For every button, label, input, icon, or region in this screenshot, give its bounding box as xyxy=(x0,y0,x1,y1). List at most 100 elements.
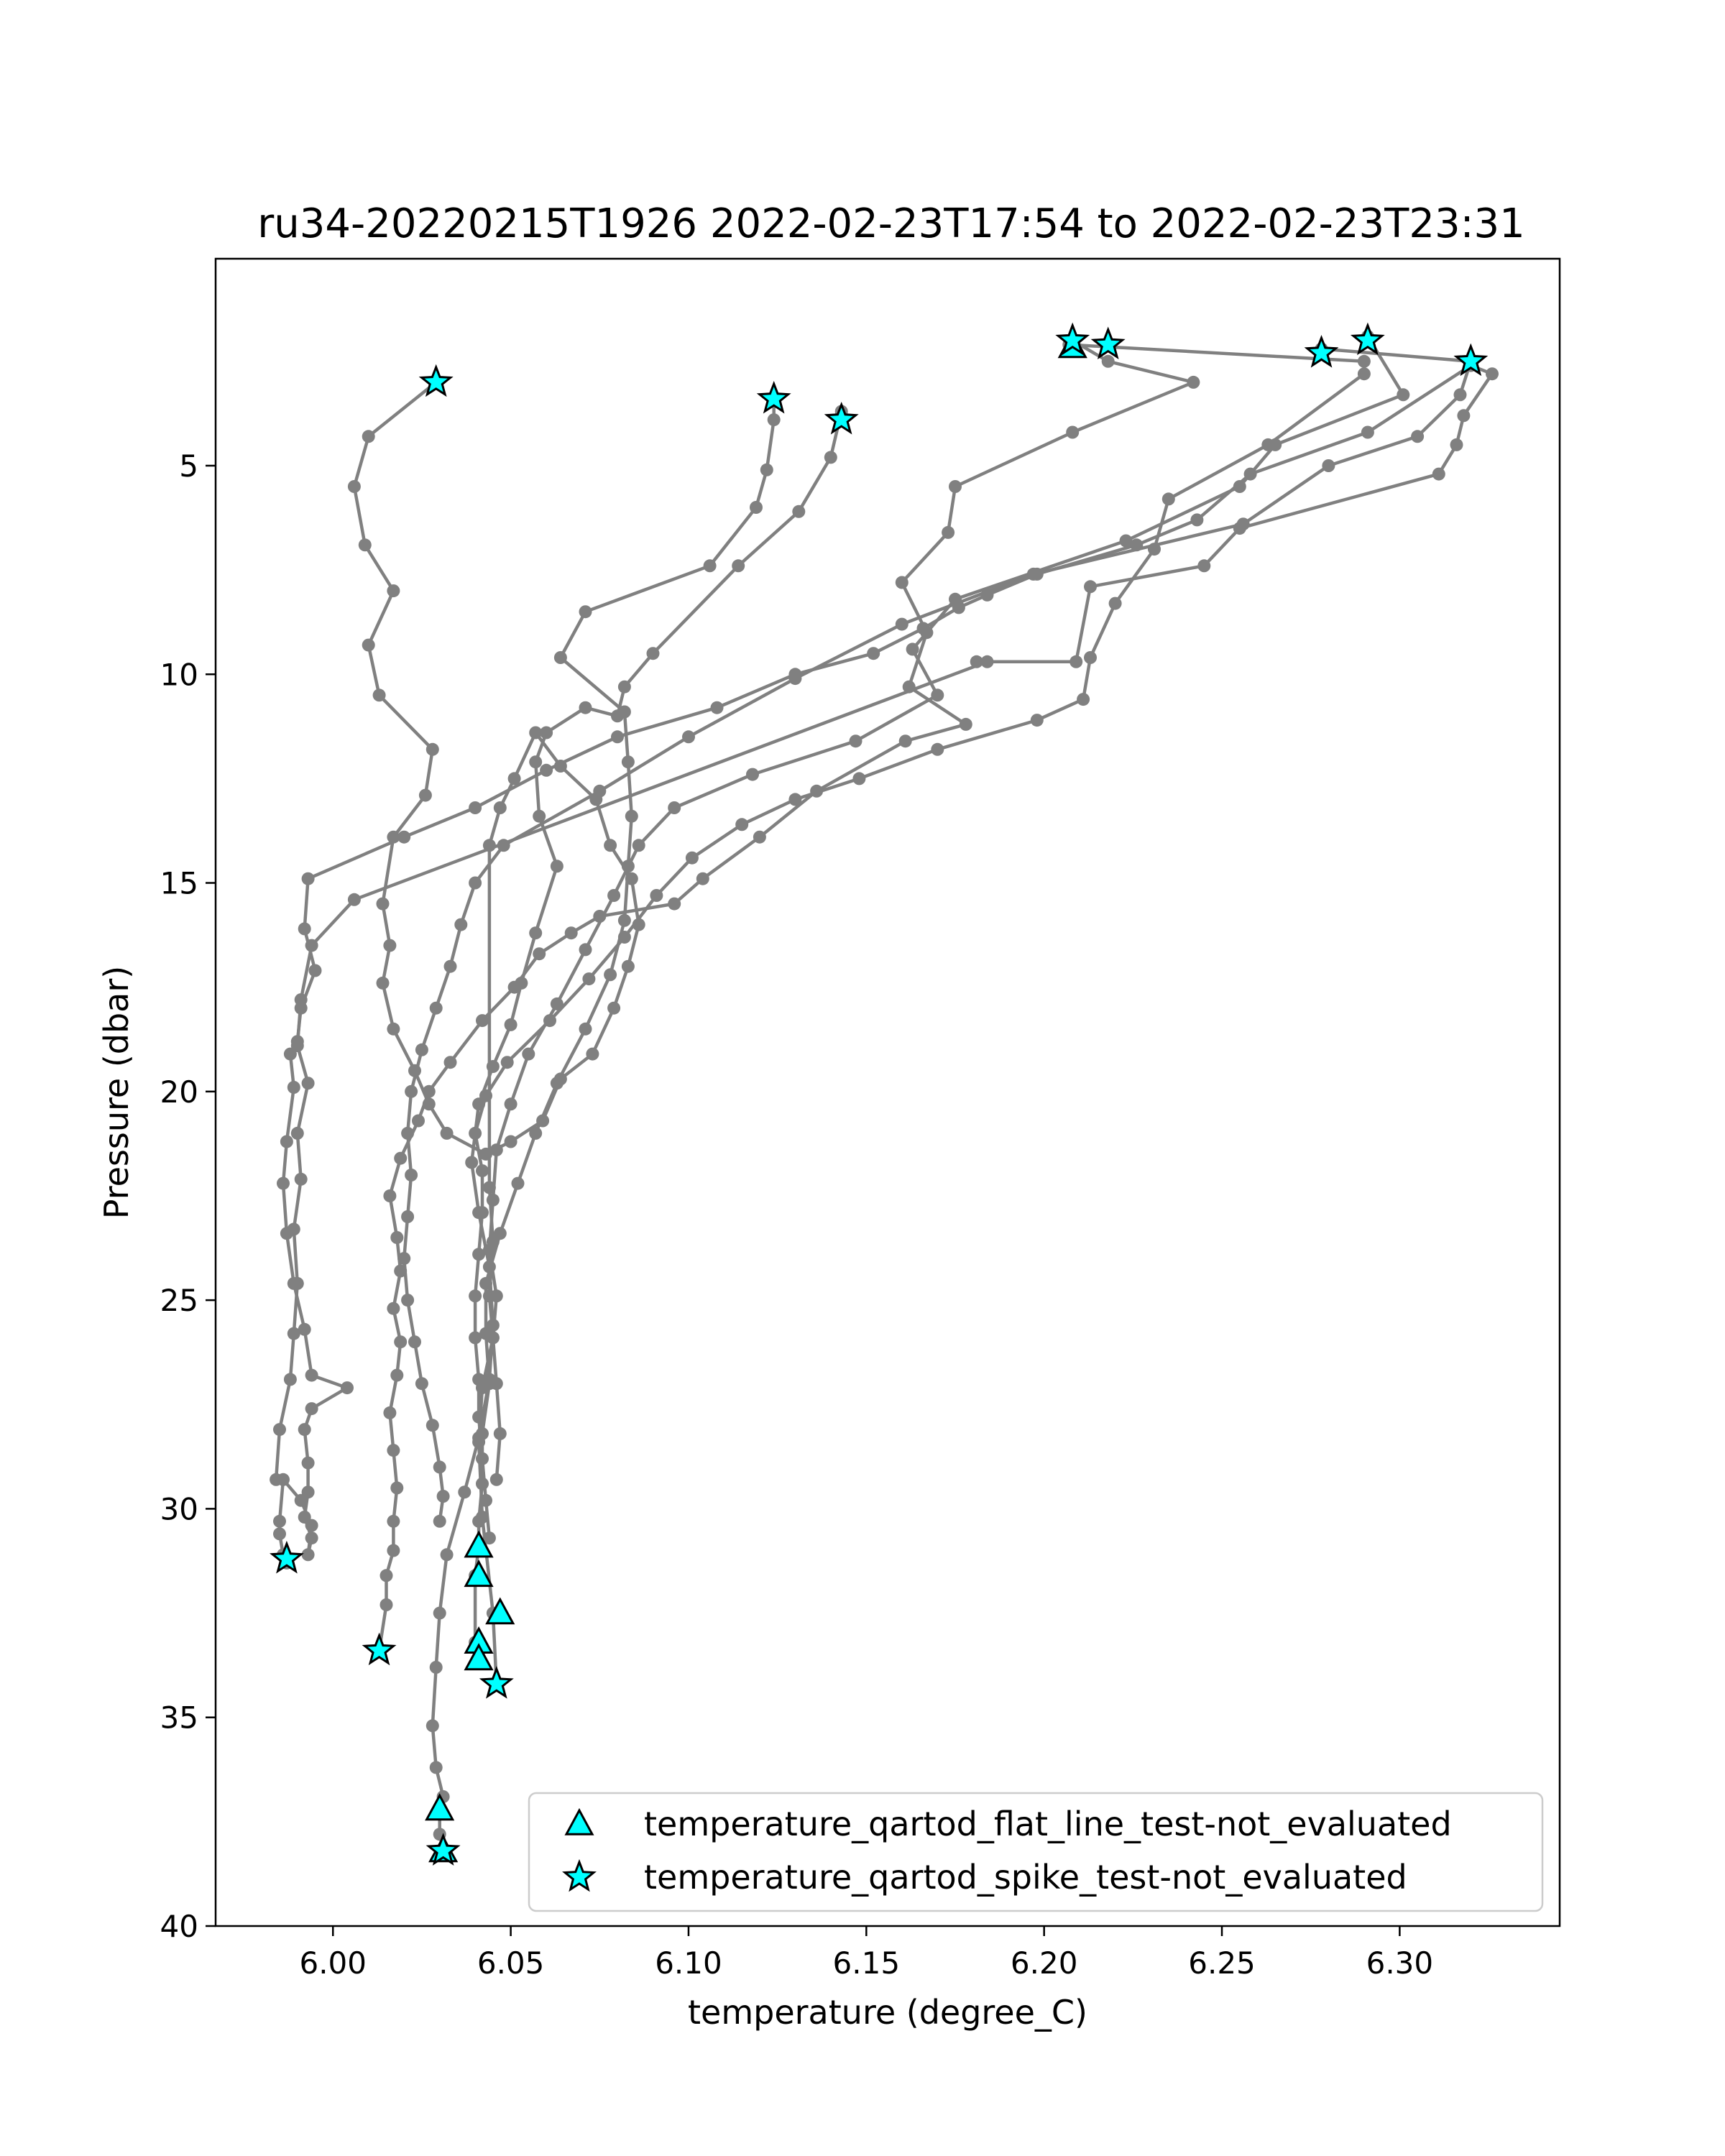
profile-point xyxy=(1397,388,1410,402)
profile-point xyxy=(980,588,994,602)
profile-point xyxy=(308,964,322,977)
profile-point xyxy=(358,538,372,552)
profile-point xyxy=(1030,714,1044,727)
profile-point xyxy=(529,726,543,740)
profile-point xyxy=(405,1169,418,1181)
y-tick-label: 25 xyxy=(160,1283,198,1318)
profile-point xyxy=(454,918,468,931)
profile-point xyxy=(383,1189,397,1202)
y-tick-label: 20 xyxy=(160,1074,198,1110)
profile-point xyxy=(604,839,617,852)
profile-point xyxy=(469,1126,482,1140)
spike-test-marker xyxy=(418,364,454,397)
spike-test-marker xyxy=(1304,335,1339,368)
profile-point xyxy=(465,1156,479,1169)
profile-point xyxy=(394,1335,408,1349)
profile-point xyxy=(611,730,624,744)
profile-point xyxy=(273,1423,286,1437)
profile-point xyxy=(440,1548,454,1562)
profile-point xyxy=(682,730,695,744)
profile-point xyxy=(383,939,397,952)
profile-point xyxy=(376,897,390,911)
profile-point xyxy=(593,784,607,798)
profile-point xyxy=(767,413,781,427)
profile-point xyxy=(390,1231,404,1244)
profile-point xyxy=(469,801,482,814)
x-tick-label: 6.05 xyxy=(477,1945,545,1981)
profile-point xyxy=(1361,425,1374,439)
profile-point xyxy=(301,872,315,885)
profile-point xyxy=(280,1135,293,1148)
profile-point xyxy=(277,1473,290,1486)
profile-point xyxy=(564,926,578,940)
profile-point xyxy=(1190,513,1204,527)
profile-point xyxy=(273,1527,286,1541)
profile-point xyxy=(735,818,749,831)
profile-point xyxy=(301,1548,315,1562)
profile-point xyxy=(422,1084,436,1098)
flat-line-test-marker xyxy=(464,1643,494,1671)
profile-point xyxy=(1197,559,1211,573)
profile-point xyxy=(362,430,375,443)
profile-point xyxy=(294,1001,308,1015)
profile-point xyxy=(500,1056,514,1069)
profile-point xyxy=(418,788,432,802)
profile-point xyxy=(458,1485,472,1499)
profile-point xyxy=(942,525,955,539)
profile-point xyxy=(529,755,543,769)
profile-point xyxy=(696,872,709,885)
profile-point xyxy=(529,926,543,940)
profile-point xyxy=(867,647,880,660)
profile-point xyxy=(550,997,564,1010)
profile-point xyxy=(625,809,638,823)
y-tick-label: 5 xyxy=(179,448,198,484)
profile-point xyxy=(482,1243,496,1257)
profile-point xyxy=(415,1043,428,1056)
profile-point xyxy=(493,1427,507,1440)
y-tick-label: 40 xyxy=(160,1909,198,1944)
profile-point xyxy=(617,913,631,927)
profile-point xyxy=(507,772,521,786)
profile-point xyxy=(1070,655,1083,668)
profile-point xyxy=(898,734,912,748)
profile-point xyxy=(746,768,759,781)
profile-point xyxy=(550,860,564,873)
profile-point xyxy=(401,1294,415,1307)
profile-point xyxy=(479,1089,492,1102)
x-axis-label: temperature (degree_C) xyxy=(688,1993,1087,2032)
profile-point xyxy=(668,897,681,911)
spike-test-marker xyxy=(270,1540,304,1574)
profile-point xyxy=(703,559,717,573)
profile-point xyxy=(1130,538,1144,552)
profile-point xyxy=(980,655,994,668)
profile-point xyxy=(522,1047,535,1061)
plot-area xyxy=(270,322,1499,1866)
profile-point xyxy=(486,1331,500,1345)
profile-point xyxy=(1486,367,1499,381)
legend-star-icon xyxy=(562,1858,597,1892)
profile-point xyxy=(290,1035,304,1049)
profile-point xyxy=(298,1423,311,1437)
profile-point xyxy=(405,1084,418,1098)
profile-point xyxy=(604,968,617,982)
spike-test-marker xyxy=(1055,322,1090,356)
profile-point xyxy=(1108,596,1122,610)
profile-point xyxy=(1119,534,1133,548)
profile-point xyxy=(1101,354,1115,368)
profile-point xyxy=(476,1206,489,1220)
profile-point xyxy=(372,688,386,702)
profile-point xyxy=(387,1302,400,1315)
profile-point xyxy=(949,480,962,493)
profile-point xyxy=(632,839,645,852)
legend-label-flat-line: temperature_qartod_flat_line_test-not_ev… xyxy=(644,1805,1452,1843)
profile-point xyxy=(412,1114,425,1128)
profile-point xyxy=(290,1126,304,1140)
profile-point xyxy=(582,972,596,986)
profile-point xyxy=(753,830,766,844)
profile-point xyxy=(540,726,553,740)
profile-point xyxy=(849,734,862,748)
profile-point xyxy=(440,1126,454,1140)
profile-point xyxy=(397,1252,411,1266)
profile-point xyxy=(1187,375,1200,389)
